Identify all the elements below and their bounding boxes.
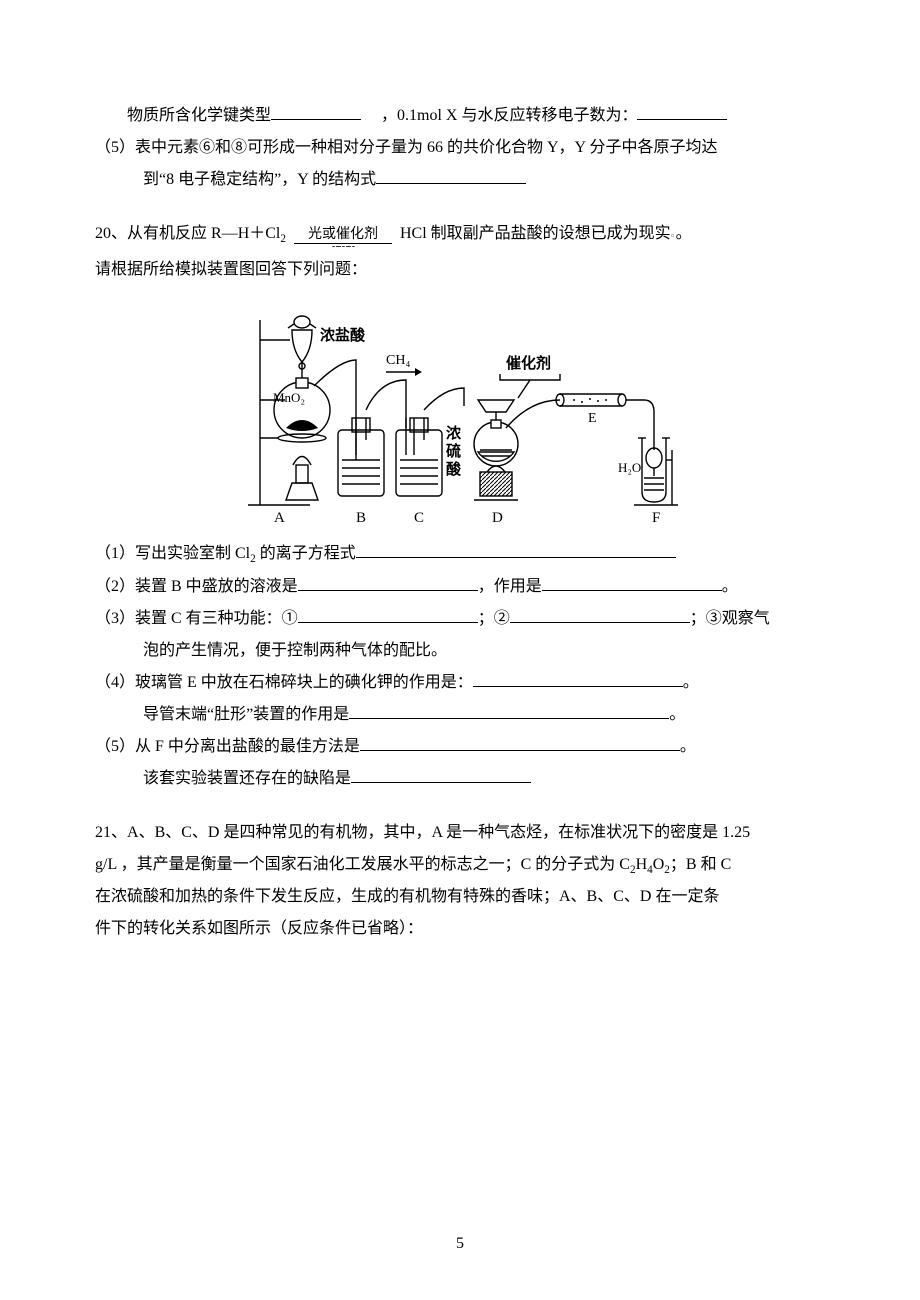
apparatus-svg: 浓盐酸 MnO₂ (230, 300, 690, 530)
label-mno2: MnO₂ (273, 390, 305, 405)
q19-part4-cont-line: 物质所含化学键类型 ，0.1mol X 与水反应转移电子数为： (95, 100, 825, 132)
blank-q20-3a (298, 607, 478, 623)
q20-subq5b: 该套实验装置还存在的缺陷是 (95, 763, 825, 795)
label-E: E (588, 411, 597, 426)
blank-q20-5b (351, 767, 531, 783)
q21: 21、A、B、C、D 是四种常见的有机物，其中，A 是一种气态烃，在标准状况下的… (95, 817, 825, 946)
lbl-D: D (492, 510, 503, 526)
label-catalyst: 催化剂 (506, 354, 551, 372)
q20-subq5: （5）从 F 中分离出盐酸的最佳方法是 。 (95, 731, 825, 763)
q21-num: 21、 (95, 824, 127, 841)
q20-subq4: （4）玻璃管 E 中放在石棉碎块上的碘化钾的作用是： 。 (95, 667, 825, 699)
q20-s4a: （4）玻璃管 E 中放在石棉碎块上的碘化钾的作用是： (95, 674, 473, 691)
blank-q20-4b (349, 703, 669, 719)
q21-line1: 21、A、B、C、D 是四种常见的有机物，其中，A 是一种气态烃，在标准状况下的… (95, 817, 825, 849)
q21-line2: g/L ，其产量是衡量一个国家石油化工发展水平的标志之一；C 的分子式为 C2H… (95, 849, 825, 882)
period-5a: 。 (680, 731, 690, 763)
lbl-B: B (356, 510, 366, 526)
q20-subq1: （1）写出实验室制 Cl2 的离子方程式 (95, 538, 825, 571)
q20-s2b: ，作用是 (478, 578, 542, 595)
blank-q19-structure (376, 168, 526, 184)
blank-q20-4a (473, 671, 683, 687)
q19-part5-line2: 到“8 电子稳定结构”，Y 的结构式 (143, 171, 376, 188)
q20-s3a: （3）装置 C 有三种功能：① (95, 610, 298, 627)
q20-subq3: （3）装置 C 有三种功能：① ；② ；③观察气 (95, 603, 825, 635)
label-ch4: CH₄ (386, 353, 410, 368)
blank-q20-3b (510, 607, 690, 623)
q19-part5-line1: （5）表中元素⑥和⑧可形成一种相对分子量为 66 的共价化合物 Y，Y 分子中各… (95, 139, 718, 156)
label-h2so4-2: 硫 (446, 442, 461, 460)
blank-q20-1 (356, 542, 676, 558)
period-4b: 。 (669, 699, 679, 731)
q19-part5: （5）表中元素⑥和⑧可形成一种相对分子量为 66 的共价化合物 Y，Y 分子中各… (95, 132, 825, 164)
q20-s5a: （5）从 F 中分离出盐酸的最佳方法是 (95, 738, 360, 755)
lbl-F: F (652, 510, 660, 526)
blank-q19-bond-type (271, 104, 361, 120)
q19-part4-text2: ，0.1mol X 与水反应转移电子数为： (365, 107, 637, 124)
blank-q20-5a (360, 735, 680, 751)
q20-subq3-cont: 泡的产生情况，便于控制两种气体的配比。 (95, 635, 825, 667)
label-h2so4-3: 酸 (446, 460, 462, 478)
q20-s3b: ；② (478, 610, 510, 627)
q20-s3d: 泡的产生情况，便于控制两种气体的配比。 (143, 642, 447, 659)
q20-number: 20、 (95, 218, 127, 250)
period-4a: 。 (683, 667, 693, 699)
blank-q19-electrons (637, 104, 727, 120)
q20-subq4b: 导管末端“肚形”装置的作用是 。 (95, 699, 825, 731)
label-h2so4-1: 浓 (446, 425, 462, 442)
q20: 20、 从有机反应 R—H＋Cl2 光或催化剂 - -- - -- - HCl … (95, 218, 825, 795)
blank-q20-2b (542, 575, 722, 591)
q20-subq2: （2）装置 B 中盛放的溶液是 ，作用是 。 (95, 571, 825, 603)
q20-s2a: （2）装置 B 中盛放的溶液是 (95, 578, 298, 595)
q20-post: HCl 制取副产品盐酸的设想已成为现实。。 (400, 218, 692, 250)
q19-part4-text: 物质所含化学键类型 (127, 107, 271, 124)
q20-line1: 20、 从有机反应 R—H＋Cl2 光或催化剂 - -- - -- - HCl … (95, 218, 825, 252)
q19-part5-line2-wrap: 到“8 电子稳定结构”，Y 的结构式 (95, 164, 825, 196)
q21-line4: 件下的转化关系如图所示（反应条件已省略）： (95, 913, 825, 945)
q20-s1-text: （1）写出实验室制 Cl2 的离子方程式 (95, 545, 356, 562)
page-number: 5 (0, 1228, 920, 1260)
lbl-C: C (414, 510, 424, 526)
lbl-A: A (274, 510, 285, 526)
q20-line2: 请根据所给模拟装置图回答下列问题： (95, 254, 825, 286)
blank-q20-2a (298, 575, 478, 591)
label-h2o: H₂O (618, 460, 641, 475)
apparatus-diagram: 浓盐酸 MnO₂ (95, 300, 825, 530)
period-2: 。 (722, 571, 732, 603)
q21-l1: A、B、C、D 是四种常见的有机物，其中，A 是一种气态烃，在标准状况下的密度是… (127, 824, 750, 841)
reaction-arrow: 光或催化剂 - -- - -- - (294, 228, 392, 252)
q20-s5b: 该套实验装置还存在的缺陷是 (143, 770, 351, 787)
label-hcl: 浓盐酸 (320, 326, 366, 344)
reaction-dash: - -- - -- - (332, 242, 354, 252)
q21-line3: 在浓硫酸和加热的条件下发生反应，生成的有机物有特殊的香味；A、B、C、D 在一定… (95, 881, 825, 913)
q20-pre: 从有机反应 R—H＋Cl2 (127, 218, 286, 251)
q20-s4b: 导管末端“肚形”装置的作用是 (143, 706, 349, 723)
q20-s3c: ；③观察气 (690, 610, 770, 627)
